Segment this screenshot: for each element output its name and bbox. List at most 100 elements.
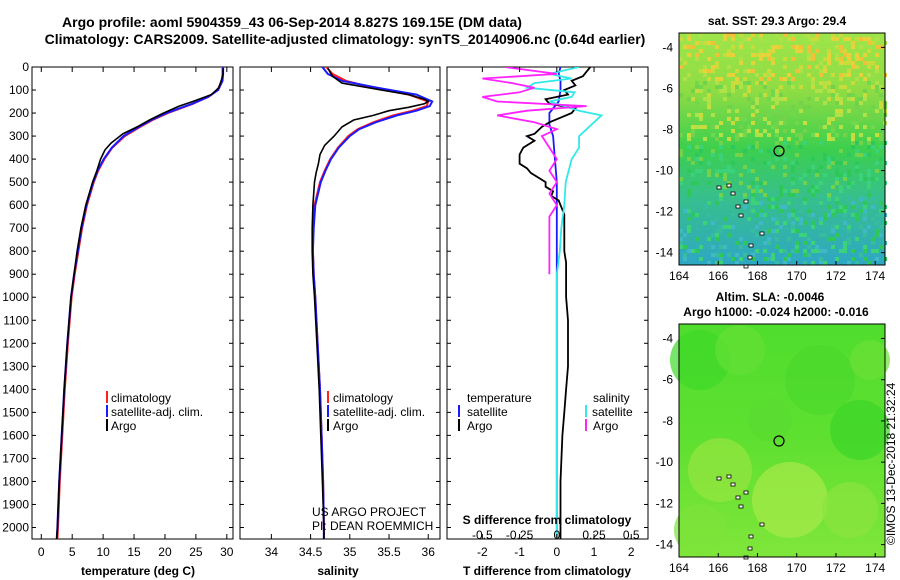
sst-cell [787, 137, 791, 141]
sst-cell [815, 33, 819, 37]
sst-cell [731, 73, 735, 77]
x-tick-label: 0 [553, 545, 560, 559]
sst-cell [795, 121, 799, 125]
sst-cell [759, 209, 763, 213]
sst-cell [843, 173, 847, 177]
sst-cell [731, 85, 735, 89]
sst-cell [775, 93, 779, 97]
sst-cell [771, 97, 775, 101]
sst-cell [779, 185, 783, 189]
sst-cell [795, 229, 799, 233]
sst-cell [787, 81, 791, 85]
sst-cell [819, 221, 823, 225]
sst-cell [739, 257, 743, 261]
sst-cell [695, 169, 699, 173]
sst-cell [787, 73, 791, 77]
sst-cell [803, 121, 807, 125]
sst-cell [827, 97, 831, 101]
depth-tick-label: 1900 [2, 497, 29, 511]
sst-cell [855, 217, 859, 221]
sla-blob [850, 340, 890, 380]
sst-cell [867, 41, 871, 45]
sst-cell [791, 249, 795, 253]
sst-cell [679, 177, 683, 181]
sst-cell [807, 45, 811, 49]
sst-cell [867, 117, 871, 121]
sst-cell [807, 209, 811, 213]
sst-map [678, 32, 887, 269]
sst-map-title: sat. SST: 29.3 Argo: 29.4 [708, 14, 847, 28]
sst-cell [783, 65, 787, 69]
sst-cell [835, 201, 839, 205]
sst-cell [723, 177, 727, 181]
sst-cell [795, 205, 799, 209]
sst-cell [799, 137, 803, 141]
depth-tick-label: 400 [9, 152, 29, 166]
sst-cell [699, 117, 703, 121]
sst-cell [827, 137, 831, 141]
sst-cell [699, 257, 703, 261]
sst-cell [679, 65, 683, 69]
sst-cell [783, 57, 787, 61]
sst-cell [815, 169, 819, 173]
sst-cell [827, 61, 831, 65]
sst-cell [687, 209, 691, 213]
sst-cell [839, 205, 843, 209]
sst-cell [835, 93, 839, 97]
sst-cell [687, 157, 691, 161]
sst-cell [803, 173, 807, 177]
sst-cell [687, 225, 691, 229]
sst-cell [827, 157, 831, 161]
sst-map-frame [678, 32, 886, 266]
sst-cell [831, 237, 835, 241]
sst-cell [807, 213, 811, 217]
sst-cell [839, 161, 843, 165]
salinity-xlabel: salinity [317, 564, 359, 578]
sst-cell [751, 189, 755, 193]
sst-cell [803, 105, 807, 109]
map-y-tick-label: -6 [662, 373, 673, 387]
sst-cell [735, 153, 739, 157]
sst-cell [771, 257, 775, 261]
sst-cell [863, 153, 867, 157]
sst-cell [851, 205, 855, 209]
sst-cell [803, 201, 807, 205]
sst-cell [739, 41, 743, 45]
island [748, 243, 754, 248]
figure-title-line2: Climatology: CARS2009. Satellite-adjuste… [45, 31, 646, 47]
legend-label-s-satellite: satellite [592, 405, 633, 419]
sst-cell [755, 145, 759, 149]
island [738, 213, 744, 218]
sst-cell [759, 49, 763, 53]
sst-cell [847, 89, 851, 93]
sst-cell [687, 45, 691, 49]
sst-cell [695, 157, 699, 161]
sst-cell [811, 185, 815, 189]
island [735, 204, 741, 209]
sst-cell [759, 33, 763, 37]
sst-cell [723, 85, 727, 89]
sla-islands [716, 474, 765, 560]
sst-cell [687, 189, 691, 193]
sst-cell [787, 37, 791, 41]
depth-tick-label: 500 [9, 175, 29, 189]
sst-cell [743, 149, 747, 153]
sla-map-frame [678, 323, 886, 558]
sst-cell [771, 93, 775, 97]
sst-cell [719, 253, 723, 257]
sst-cell [835, 37, 839, 41]
sst-cell [691, 249, 695, 253]
sst-cell [867, 153, 871, 157]
sst-cell [827, 213, 831, 217]
sst-cell [751, 197, 755, 201]
sst-cell [811, 53, 815, 57]
map-x-tick-label: 168 [747, 561, 767, 575]
sst-cell [851, 41, 855, 45]
sst-cell [851, 137, 855, 141]
island [743, 490, 749, 495]
sst-cell [867, 61, 871, 65]
sst-cell [687, 73, 691, 77]
sst-cell [831, 85, 835, 89]
sst-cell [867, 145, 871, 149]
sst-cell [707, 169, 711, 173]
